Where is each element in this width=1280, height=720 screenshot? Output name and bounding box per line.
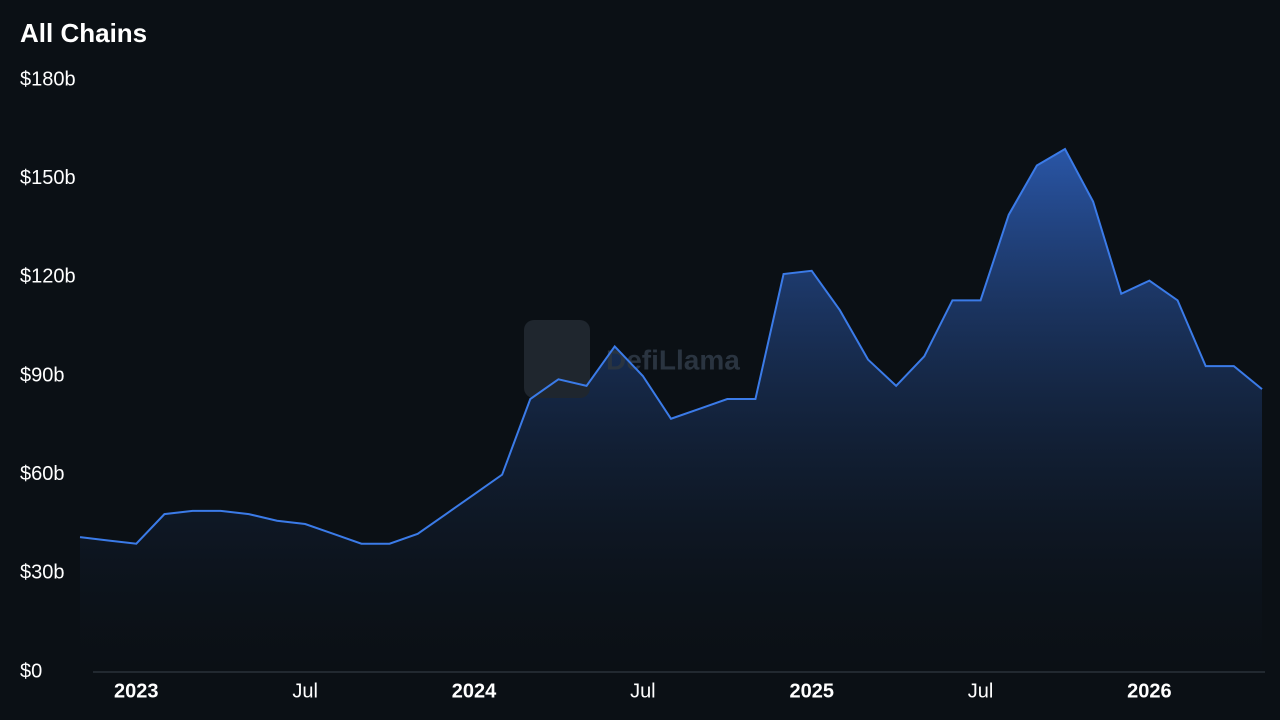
x-tick-label: 2024 [452,680,497,702]
y-tick-label: $30b [20,562,65,584]
y-tick-label: $120b [20,266,76,288]
watermark-logo [524,320,590,398]
x-tick-label: Jul [630,680,656,702]
area [80,149,1262,673]
x-tick-label: 2023 [114,680,159,702]
y-tick-label: $180b [20,68,76,90]
y-tick-label: $150b [20,167,76,189]
line [79,147,1263,545]
x-tick-label: Jul [292,680,318,702]
y-tick-label: $0 [20,660,42,682]
x-tick-label: 2025 [789,680,834,702]
x-tick-label: Jul [968,680,994,702]
chart-title: All Chains [20,18,147,48]
y-tick-label: $60b [20,463,65,485]
y-tick-label: $90b [20,364,65,386]
x-tick-label: 2026 [1127,680,1172,702]
watermark: DefiLlama [606,344,740,375]
